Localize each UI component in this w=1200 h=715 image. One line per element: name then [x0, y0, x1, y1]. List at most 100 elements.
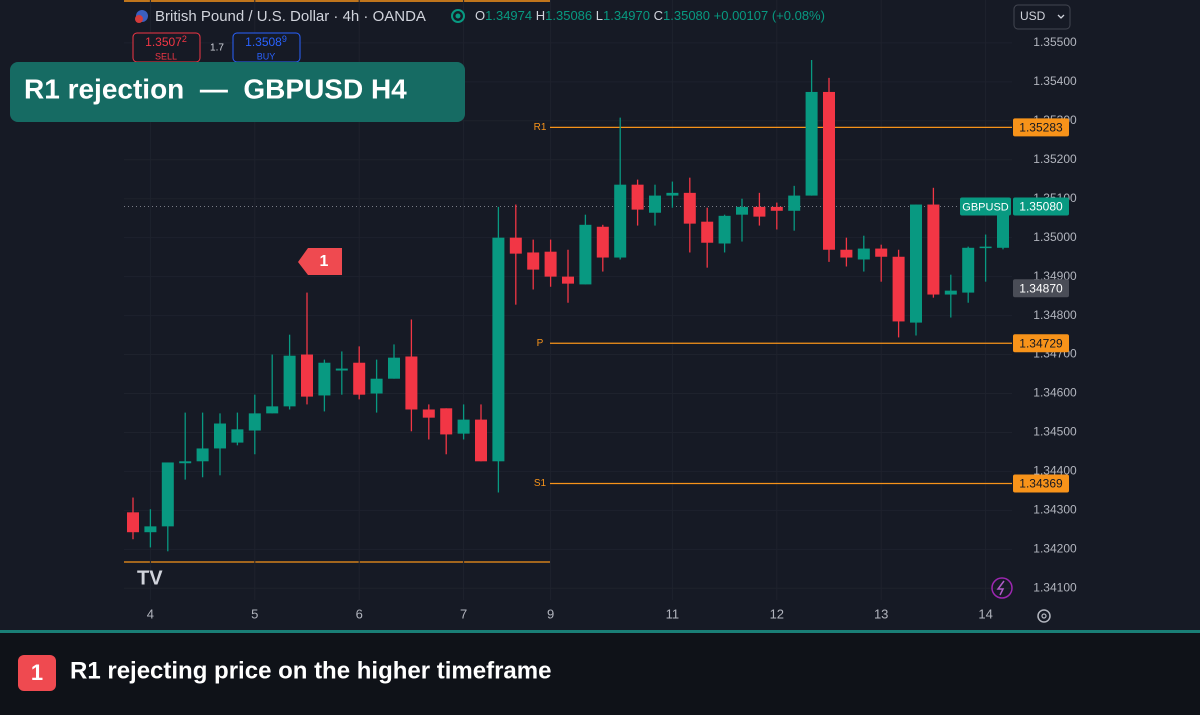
market-status — [451, 9, 465, 23]
banner-title: R1 rejection — GBPUSD H4 — [24, 73, 407, 104]
candle-body — [614, 184, 627, 258]
sell-price-main: 1.3507 — [145, 35, 182, 49]
price-marker-label: 1.34870 — [1019, 281, 1063, 295]
ohlc-value: 1.34970 — [603, 8, 650, 23]
candle-body — [596, 226, 609, 258]
candle-body — [248, 413, 261, 431]
ohlc-letter: O — [475, 8, 485, 23]
tv-logo: TV — [137, 567, 163, 589]
candle-body — [823, 91, 835, 250]
candle-body — [440, 408, 453, 435]
y-tick-label: 1.34500 — [1033, 425, 1077, 439]
candles — [127, 60, 1009, 552]
y-tick-label: 1.35200 — [1033, 152, 1077, 166]
caption-text: R1 rejecting price on the higher timefra… — [70, 657, 551, 684]
caption-badge — [18, 655, 56, 691]
sell-price-sup: 2 — [182, 34, 187, 44]
buy-price-sup: 9 — [282, 34, 287, 44]
candle-body — [962, 247, 975, 293]
caption-border — [0, 630, 1200, 633]
y-tick-label: 1.34900 — [1033, 269, 1077, 283]
symbol-flag — [135, 15, 143, 23]
callout-number: 1 — [320, 253, 329, 270]
price-axis: 1.355001.354001.353001.352001.351001.350… — [147, 35, 1077, 621]
y-tick-label: 1.35500 — [1033, 35, 1077, 49]
candle-body — [318, 362, 331, 396]
level-name: R1 — [534, 122, 547, 133]
candle-body — [562, 276, 574, 284]
candle-body — [979, 246, 992, 249]
candle-body — [457, 419, 470, 434]
levels: R1 P S1 — [124, 122, 1012, 489]
candle-body — [422, 409, 435, 418]
buy-price-main: 1.3508 — [245, 35, 282, 49]
ohlc-letter: H — [536, 8, 545, 23]
candle-body — [179, 461, 192, 464]
candle-body — [666, 192, 679, 196]
price-marker-tag — [1013, 279, 1069, 298]
candle-body — [857, 248, 870, 260]
candle-body — [927, 204, 940, 295]
level-price-label: 1.34729 — [1019, 336, 1063, 350]
candle-body — [161, 462, 174, 527]
candle-body — [910, 204, 922, 323]
y-tick-label: 1.34600 — [1033, 386, 1077, 400]
level-price-label: 1.34369 — [1019, 477, 1063, 491]
candle-body — [335, 368, 348, 371]
settings-icon[interactable] — [1037, 609, 1051, 623]
y-tick-label: 1.34400 — [1033, 464, 1077, 478]
lightning-glyph — [996, 580, 1005, 596]
candle-body — [388, 357, 400, 379]
last-price-tag — [1013, 197, 1069, 216]
level-name: S1 — [534, 478, 547, 489]
candle-body — [527, 252, 540, 270]
change: +0.00107 (+0.08%) — [714, 8, 825, 23]
candle-body — [283, 355, 296, 407]
market-status — [455, 13, 461, 19]
y-tick-label: 1.34200 — [1033, 542, 1077, 556]
last-price-label: 1.35080 — [1019, 200, 1063, 214]
x-tick-label: 12 — [770, 606, 784, 621]
level-price-tag — [1013, 118, 1069, 137]
candle-body — [214, 423, 226, 449]
candle-body — [509, 237, 522, 254]
level-price-tag — [1013, 474, 1069, 493]
x-tick-label: 11 — [666, 606, 680, 621]
y-tick-label: 1.34100 — [1033, 580, 1077, 594]
candle-body — [231, 429, 244, 443]
buy-label: BUY — [257, 51, 276, 61]
candle-body — [266, 406, 279, 414]
ohlc-letter: C — [654, 8, 663, 23]
candle-body — [544, 251, 557, 277]
candle-body — [805, 91, 818, 196]
candle-body — [997, 206, 1009, 248]
candle-body — [353, 362, 366, 395]
ohlc-value: 1.34974 — [485, 8, 532, 23]
candle-body — [701, 221, 714, 243]
x-tick-label: 4 — [147, 606, 154, 621]
candle-body — [649, 195, 661, 213]
x-tick-label: 9 — [547, 606, 554, 621]
y-tick-label: 1.35400 — [1033, 74, 1077, 88]
currency-dropdown[interactable] — [1013, 4, 1071, 30]
banner — [10, 62, 465, 122]
candle-body — [196, 448, 209, 462]
y-tick-label: 1.35000 — [1033, 230, 1077, 244]
x-tick-label: 14 — [978, 606, 992, 621]
candle-body — [840, 249, 853, 258]
y-tick-label: 1.34800 — [1033, 308, 1077, 322]
lightning-icon[interactable] — [991, 577, 1013, 599]
caption-background — [0, 632, 1200, 715]
ohlc-legend: O1.34974 H1.35086 L1.34970 C1.35080 +0.0… — [475, 8, 825, 23]
dropdown-arrow — [1057, 14, 1065, 19]
caption-badge-number: 1 — [31, 660, 43, 685]
level-price-label: 1.35283 — [1019, 121, 1063, 135]
candle-body — [892, 256, 905, 322]
spread: 1.7 — [210, 43, 224, 54]
x-tick-label: 6 — [356, 606, 363, 621]
candle-body — [788, 195, 801, 211]
candle-body — [631, 184, 644, 210]
candle-body — [944, 290, 957, 295]
